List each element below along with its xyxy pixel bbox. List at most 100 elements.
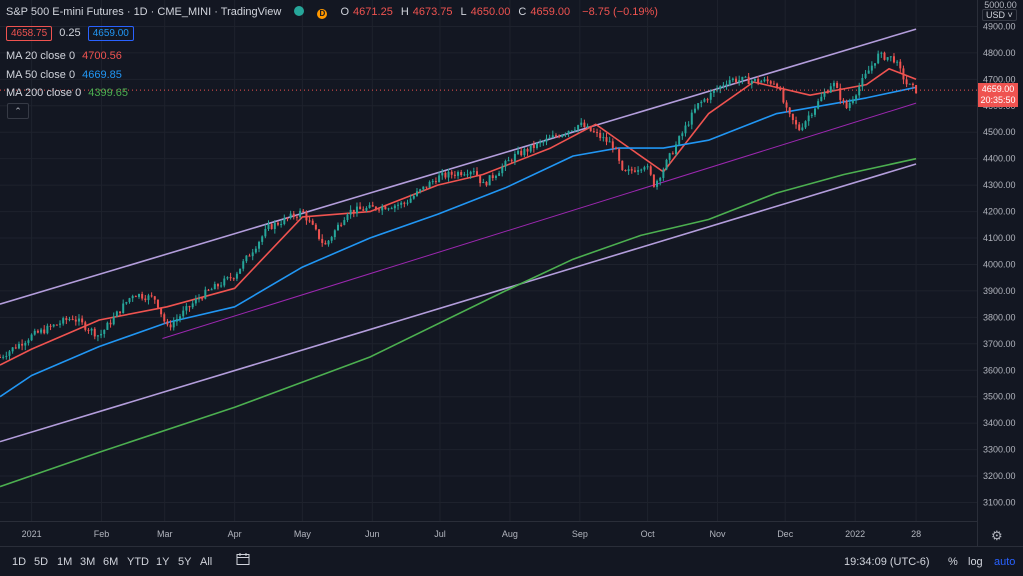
- candle-body: [507, 160, 510, 162]
- candle-body: [633, 170, 636, 172]
- candle-body: [390, 208, 393, 210]
- indicator-ma50[interactable]: MA 50 close 0 4669.85: [6, 69, 126, 81]
- candle-body: [719, 86, 722, 90]
- range-all-button[interactable]: All: [200, 556, 213, 568]
- log-scale-toggle[interactable]: log: [968, 556, 983, 568]
- x-tick-label: Apr: [228, 529, 242, 539]
- y-tick-label: 3100.00: [983, 497, 1016, 507]
- candle-body: [621, 160, 624, 170]
- candle-body: [0, 357, 1, 359]
- ask-price[interactable]: 4659.00: [87, 26, 134, 41]
- candle-body: [608, 141, 611, 143]
- candle-body: [858, 86, 861, 96]
- candle-body: [905, 79, 908, 85]
- candle-body: [220, 285, 223, 287]
- candle-body: [330, 237, 333, 241]
- spread-value: 0.25: [59, 27, 81, 39]
- range-6m-button[interactable]: 6M: [103, 556, 119, 568]
- candle-body: [656, 180, 659, 187]
- candle-body: [163, 314, 166, 322]
- candle-body: [867, 70, 870, 74]
- bid-price[interactable]: 4658.75: [6, 26, 53, 41]
- candle-body: [741, 76, 744, 81]
- candle-body: [460, 172, 463, 176]
- clock-time[interactable]: 19:34:09 (UTC-6): [844, 556, 930, 568]
- candle-body: [700, 101, 703, 104]
- ohlc-key: L: [460, 6, 467, 18]
- indicator-value: 4669.85: [82, 69, 122, 81]
- candle-body: [27, 340, 30, 343]
- candle-body: [419, 189, 422, 192]
- candle-body: [586, 126, 589, 128]
- candle-body: [675, 144, 678, 155]
- candle-body: [889, 56, 892, 58]
- x-tick-label: Jun: [365, 529, 380, 539]
- candle-body: [441, 172, 444, 176]
- price-chart[interactable]: 3100.00 3200.00 3300.00 3400.00 3500.00 3600.…: [0, 0, 1023, 546]
- price-axis-top-label: 5000.00: [984, 0, 1017, 10]
- indicator-ma200[interactable]: MA 200 close 0 4399.65: [6, 87, 132, 99]
- range-1m-button[interactable]: 1M: [57, 556, 73, 568]
- candle-body: [359, 206, 362, 210]
- trendline-upper-channel[interactable]: [0, 28, 917, 305]
- candle-body: [239, 268, 242, 274]
- candle-body: [223, 278, 226, 286]
- candle-body: [175, 318, 178, 322]
- y-tick-label: 3200.00: [983, 471, 1016, 481]
- candle-body: [438, 175, 441, 183]
- candle-body: [77, 318, 80, 322]
- ohlc-value: 4671.25: [353, 6, 393, 18]
- candle-body: [403, 202, 406, 204]
- candle-body: [393, 205, 396, 209]
- candle-body: [880, 52, 883, 54]
- candle-body: [580, 122, 583, 126]
- range-ytd-button[interactable]: YTD: [127, 556, 149, 568]
- candle-body: [381, 206, 384, 211]
- candle-body: [68, 318, 71, 321]
- collapse-legend-button[interactable]: ⌃: [7, 103, 29, 119]
- y-tick-label: 4200.00: [983, 207, 1016, 217]
- range-1d-button[interactable]: 1D: [12, 556, 27, 568]
- candle-body: [8, 351, 11, 356]
- range-5d-button[interactable]: 5D: [34, 556, 49, 568]
- symbol-title[interactable]: S&P 500 E-mini Futures · 1D · CME_MINI ·…: [6, 6, 282, 18]
- trendline-lower-channel[interactable]: [0, 163, 917, 443]
- candle-body: [883, 52, 886, 60]
- candle-body: [182, 310, 185, 317]
- candle-body: [11, 347, 14, 352]
- range-5y-button[interactable]: 5Y: [178, 556, 192, 568]
- indicator-ma20[interactable]: MA 20 close 0 4700.56: [6, 50, 126, 62]
- candle-body: [156, 299, 159, 308]
- candle-body: [760, 81, 763, 83]
- range-1y-button[interactable]: 1Y: [156, 556, 170, 568]
- candle-body: [684, 125, 687, 134]
- delay-badge[interactable]: D: [317, 9, 328, 19]
- date-range-icon[interactable]: [236, 552, 250, 569]
- candle-body: [899, 61, 902, 69]
- ma-line-0[interactable]: [0, 68, 917, 366]
- ma-line-2[interactable]: [0, 157, 917, 488]
- candle-body: [864, 73, 867, 79]
- currency-button[interactable]: USD ˅: [982, 9, 1017, 21]
- percent-scale-toggle[interactable]: %: [948, 556, 958, 568]
- candle-body: [235, 273, 238, 279]
- candle-body: [791, 113, 794, 121]
- candle-body: [892, 56, 895, 63]
- gear-icon[interactable]: ⚙: [991, 528, 1003, 543]
- ohlc-values: O 4671.25 H 4673.75 L 4650.00 C 4659.00 −8.75 (−…: [340, 6, 666, 18]
- candle-body: [637, 170, 640, 172]
- candle-body: [210, 289, 213, 291]
- ma-line-1[interactable]: [0, 86, 917, 398]
- candle-body: [659, 177, 662, 181]
- candle-body: [744, 76, 747, 78]
- trendline-mid-support[interactable]: [162, 102, 917, 339]
- ohlc-key: C: [518, 6, 527, 18]
- y-tick-label: 4900.00: [983, 21, 1016, 31]
- candle-body: [431, 181, 434, 183]
- candle-body: [851, 99, 854, 103]
- indicator-label: MA 200 close 0: [6, 87, 82, 99]
- range-3m-button[interactable]: 3M: [80, 556, 96, 568]
- candle-body: [232, 278, 235, 280]
- auto-scale-toggle[interactable]: auto: [994, 556, 1016, 568]
- indicator-label: MA 20 close 0: [6, 50, 76, 62]
